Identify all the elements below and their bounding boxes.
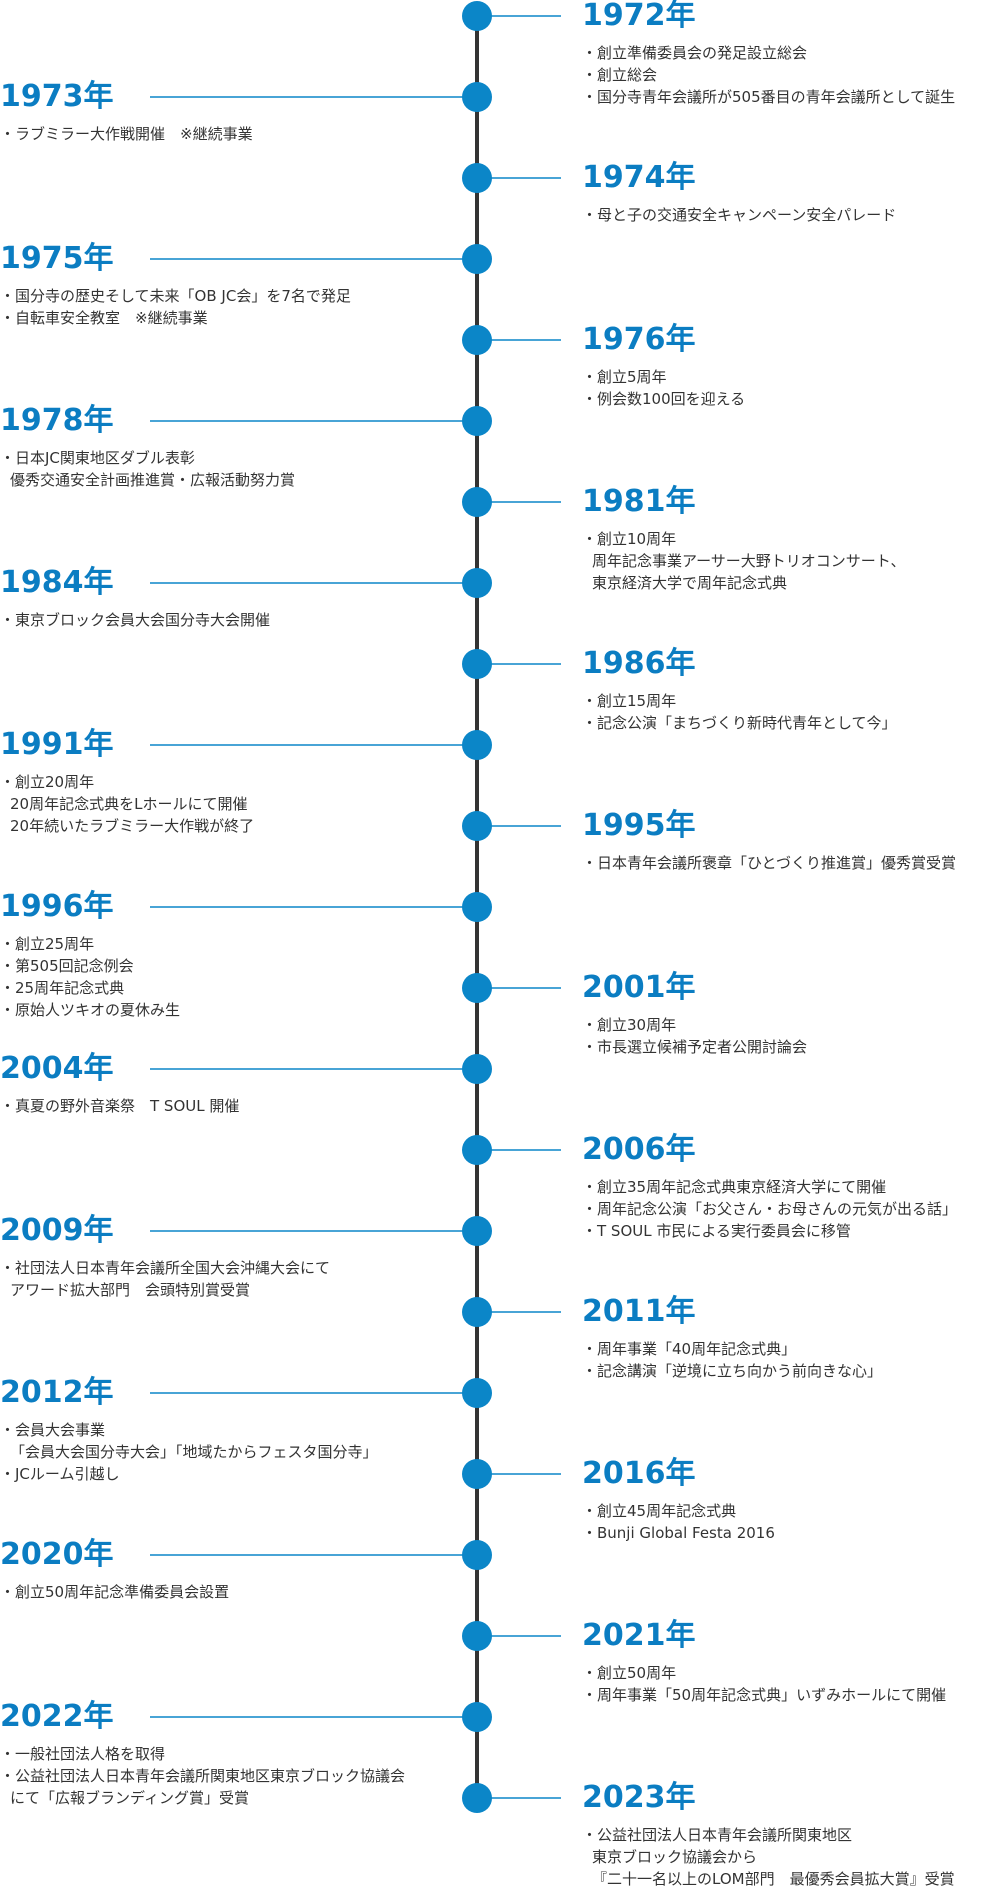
year-label: 1995年 (582, 808, 696, 843)
year-label: 1975年 (0, 241, 114, 276)
event-text: ・25周年記念式典 (0, 979, 125, 997)
year-label: 1974年 (582, 160, 696, 195)
event-text: ・自転車安全教室 ※継続事業 (0, 309, 208, 327)
timeline-dot (462, 1540, 492, 1570)
year-label: 1996年 (0, 889, 114, 924)
year-label: 2004年 (0, 1051, 114, 1086)
event-text: ・市長選立候補予定者公開討論会 (582, 1038, 808, 1056)
event-text: ・創立50周年 (582, 1664, 677, 1682)
event-text: ・創立30周年 (582, 1016, 677, 1034)
timeline-dot (462, 811, 492, 841)
timeline-dot (462, 1216, 492, 1246)
event-text: 20年続いたラブミラー大作戦が終了 (10, 817, 255, 835)
event-text: ・公益社団法人日本青年会議所関東地区 (582, 1826, 853, 1844)
event-text: ・日本JC関東地区ダブル表彰 (0, 449, 195, 467)
timeline-dot (462, 1459, 492, 1489)
timeline-dot (462, 649, 492, 679)
event-text: 東京経済大学で周年記念式典 (592, 574, 788, 592)
year-label: 1991年 (0, 727, 114, 762)
event-text: ・母と子の交通安全キャンペーン安全パレード (582, 206, 897, 224)
event-text: ・記念講演「逆境に立ち向かう前向きな心」 (582, 1362, 883, 1380)
event-text: ・例会数100回を迎える (582, 390, 746, 408)
timeline-dot (462, 1297, 492, 1327)
timeline-dot (462, 487, 492, 517)
event-text: ・ラブミラー大作戦開催 ※継続事業 (0, 125, 253, 143)
event-text: ・創立20周年 (0, 773, 95, 791)
year-label: 1978年 (0, 403, 114, 438)
event-text: ・創立50周年記念準備委員会設置 (0, 1583, 230, 1601)
timeline-dot (462, 892, 492, 922)
event-text: ・第505回記念例会 (0, 957, 134, 975)
event-text: 周年記念事業アーサー大野トリオコンサート、 (592, 552, 906, 570)
event-text: アワード拡大部門 会頭特別賞受賞 (10, 1281, 251, 1299)
event-text: ・国分寺青年会議所が505番目の青年会議所として誕生 (582, 88, 956, 106)
timeline-dot (462, 1135, 492, 1165)
event-text: ・創立総会 (582, 66, 658, 84)
event-text: 「会員大会国分寺大会」「地域たからフェスタ国分寺」 (10, 1443, 378, 1461)
event-text: ・原始人ツキオの夏休み生 (0, 1001, 181, 1019)
event-text: ・日本青年会議所褒章「ひとづくり推進賞」優秀賞受賞 (582, 854, 956, 872)
year-label: 2022年 (0, 1699, 114, 1734)
timeline-dot (462, 82, 492, 112)
event-text: ・JCルーム引越し (0, 1465, 120, 1483)
year-label: 1984年 (0, 565, 114, 600)
year-label: 2011年 (582, 1294, 696, 1329)
event-text: ・周年事業「50周年記念式典」いずみホールにて開催 (582, 1686, 947, 1704)
year-label: 2021年 (582, 1618, 696, 1653)
event-text: ・創立45周年記念式典 (582, 1502, 737, 1520)
event-text: ・創立準備委員会の発足設立総会 (582, 44, 808, 62)
event-text: ・創立25周年 (0, 935, 95, 953)
event-text: ・国分寺の歴史そして未来「OB JC会」を7名で発足 (0, 287, 351, 305)
year-label: 1986年 (582, 646, 696, 681)
event-text: 東京ブロック協議会から (592, 1848, 758, 1866)
event-text: ・Bunji Global Festa 2016 (582, 1524, 775, 1542)
event-text: ・創立5周年 (582, 368, 667, 386)
event-text: ・真夏の野外音楽祭 T SOUL 開催 (0, 1097, 240, 1115)
year-label: 2012年 (0, 1375, 114, 1410)
timeline-dot (462, 163, 492, 193)
timeline-dot (462, 1, 492, 31)
timeline-dot (462, 1378, 492, 1408)
timeline-dot (462, 1054, 492, 1084)
timeline-dot (462, 568, 492, 598)
year-label: 2023年 (582, 1780, 696, 1815)
event-text: ・東京ブロック会員大会国分寺大会開催 (0, 611, 271, 629)
event-text: ・公益社団法人日本青年会議所関東地区東京ブロック協議会 (0, 1767, 406, 1785)
year-label: 2001年 (582, 970, 696, 1005)
event-text: 『二十一名以上のLOM部門 最優秀会員拡大賞』受賞 (592, 1870, 955, 1888)
event-text: ・創立10周年 (582, 530, 677, 548)
timeline-dot (462, 406, 492, 436)
timeline-dot (462, 244, 492, 274)
event-text: ・社団法人日本青年会議所全国大会沖縄大会にて (0, 1259, 331, 1277)
timeline-dot (462, 730, 492, 760)
year-label: 2016年 (582, 1456, 696, 1491)
event-text: ・周年事業「40周年記念式典」 (582, 1340, 797, 1358)
year-label: 1972年 (582, 0, 696, 33)
year-label: 1976年 (582, 322, 696, 357)
timeline-dot (462, 1783, 492, 1813)
event-text: ・会員大会事業 (0, 1421, 106, 1439)
event-text: ・記念公演「まちづくり新時代青年として今」 (582, 714, 897, 732)
year-label: 2020年 (0, 1537, 114, 1572)
event-text: ・T SOUL 市民による実行委員会に移管 (582, 1222, 851, 1240)
year-label: 2009年 (0, 1213, 114, 1248)
timeline-dot (462, 973, 492, 1003)
event-text: ・創立15周年 (582, 692, 677, 710)
year-label: 1973年 (0, 79, 114, 114)
event-text: ・一般社団法人格を取得 (0, 1745, 166, 1763)
timeline-dot (462, 1621, 492, 1651)
event-text: 優秀交通安全計画推進賞・広報活動努力賞 (10, 471, 296, 489)
event-text: ・周年記念公演「お父さん・お母さんの元気が出る話」 (582, 1200, 958, 1218)
event-text: 20周年記念式典をLホールにて開催 (10, 795, 248, 813)
year-label: 2006年 (582, 1132, 696, 1167)
year-label: 1981年 (582, 484, 696, 519)
event-text: にて「広報ブランディング賞」受賞 (10, 1789, 249, 1807)
timeline-dot (462, 1702, 492, 1732)
event-text: ・創立35周年記念式典東京経済大学にて開催 (582, 1178, 887, 1196)
timeline-dot (462, 325, 492, 355)
